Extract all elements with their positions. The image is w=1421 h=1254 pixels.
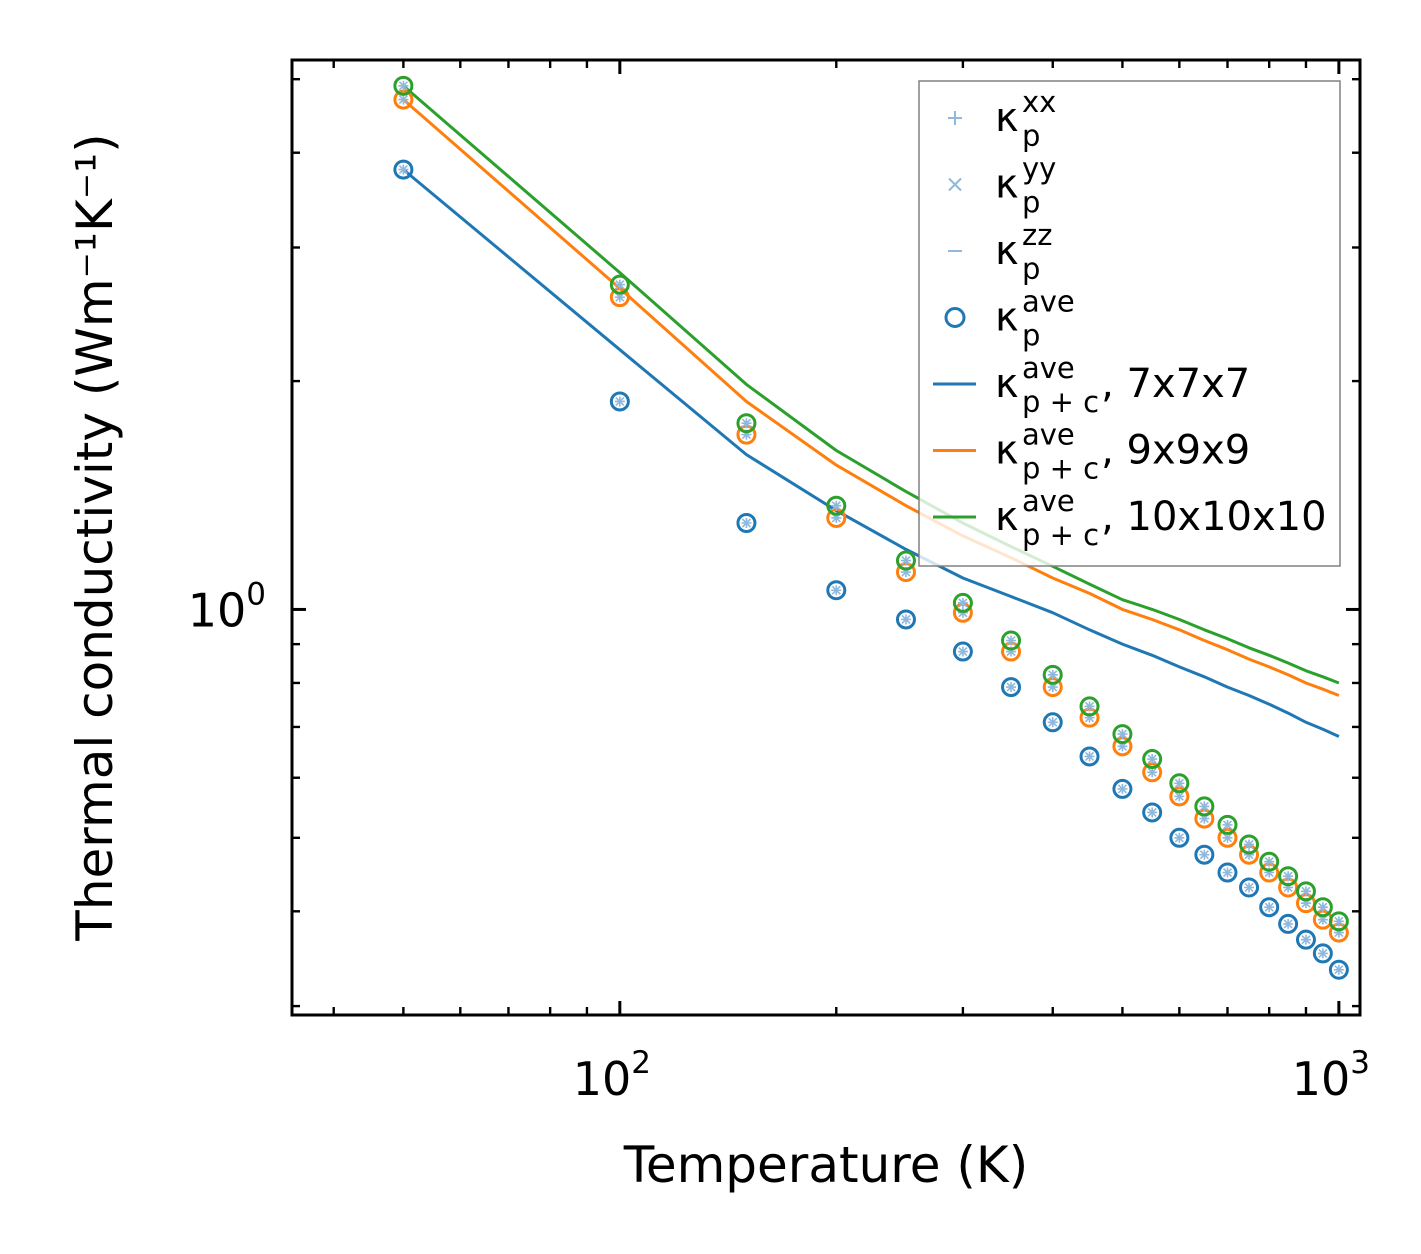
data-point-s3 — [895, 550, 916, 571]
y-axis-label: Thermal conductivity (Wm⁻¹K⁻¹) — [66, 133, 124, 941]
legend-label-sup: ave — [1022, 484, 1075, 518]
data-point-s1 — [1079, 746, 1100, 767]
data-point-s3 — [1295, 881, 1316, 902]
data-point-s1 — [1328, 959, 1349, 980]
data-point-s1 — [1112, 778, 1133, 799]
series-line-1 — [402, 168, 1340, 738]
legend-label-sub: p — [1022, 119, 1040, 153]
data-point-s1 — [1169, 827, 1190, 848]
legend-label: κ — [995, 494, 1019, 540]
legend-handle-plus — [948, 111, 962, 125]
series-lines — [402, 84, 1340, 738]
data-point-s3 — [826, 495, 847, 516]
data-point-s3 — [1001, 630, 1022, 651]
legend-label-sub: p — [1022, 186, 1040, 220]
x-tick-label: 103 — [1292, 1045, 1370, 1106]
data-point-s3 — [1042, 664, 1063, 685]
series-markers — [393, 75, 1349, 980]
legend-handle-cross — [948, 177, 962, 192]
legend-entry-kyy: κ yyp — [948, 152, 1056, 220]
data-point-s1 — [1278, 913, 1299, 934]
legend-label-sub: p + c — [1022, 518, 1099, 552]
x-axis-label: Temperature (K) — [623, 1136, 1028, 1194]
data-point-s1 — [1295, 929, 1316, 950]
data-point-s3 — [609, 274, 630, 295]
series-line-2 — [402, 98, 1340, 697]
legend-label-suffix: , 9x9x9 — [1101, 428, 1250, 474]
legend-label-sup: ave — [1022, 418, 1075, 452]
data-point-s1 — [895, 609, 916, 630]
data-point-s3 — [1169, 773, 1190, 794]
axis-ticks — [292, 60, 1360, 1015]
data-point-s2 — [393, 89, 414, 110]
legend-label-sup: ave — [1022, 285, 1075, 319]
data-point-s1 — [1312, 943, 1333, 964]
y-tick-label: 100 — [188, 576, 266, 637]
legend-label-sup: xx — [1022, 85, 1056, 119]
legend-label: κ — [995, 361, 1019, 407]
data-point-s1 — [736, 513, 757, 534]
data-point-s1 — [1239, 877, 1260, 898]
data-point-s3 — [1259, 851, 1280, 872]
data-point-s3 — [393, 75, 414, 96]
data-point-s1 — [1142, 802, 1163, 823]
data-point-s3 — [952, 592, 973, 613]
legend-label: κ — [995, 162, 1019, 208]
legend-label-sub: p + c — [1022, 385, 1099, 419]
data-point-s1 — [952, 641, 973, 662]
data-point-s3 — [1328, 911, 1349, 932]
legend-label-sub: p + c — [1022, 452, 1099, 486]
legend-label-sup: zz — [1022, 218, 1052, 252]
data-point-s1 — [1217, 862, 1238, 883]
data-point-s1 — [1259, 897, 1280, 918]
legend-label-sup: ave — [1022, 351, 1075, 385]
legend-box — [918, 80, 1341, 567]
data-point-s3 — [1112, 724, 1133, 745]
legend-label-sub: p — [1022, 252, 1040, 286]
data-point-s3 — [1194, 796, 1215, 817]
data-point-s3 — [1239, 834, 1260, 855]
data-point-s1 — [609, 391, 630, 412]
plot-frame — [290, 58, 1362, 1017]
legend-label: κ — [995, 228, 1019, 274]
data-point-s1 — [1042, 712, 1063, 733]
data-point-s1 — [826, 580, 847, 601]
legend-label-sub: p — [1022, 319, 1040, 353]
legend-label-sup: yy — [1022, 152, 1056, 186]
legend-label: κ — [995, 428, 1019, 474]
data-point-s3 — [1079, 696, 1100, 717]
data-point-s1 — [393, 159, 414, 180]
legend-entry-kxx: κ xxp — [948, 85, 1056, 153]
data-point-s1 — [1001, 677, 1022, 698]
data-point-s3 — [1217, 814, 1238, 835]
series-line-3 — [402, 84, 1340, 685]
tick-labels: 102 103 100 — [188, 576, 1370, 1106]
data-point-s1 — [1194, 844, 1215, 865]
legend-handle-circle — [944, 307, 966, 328]
data-point-s3 — [1312, 897, 1333, 918]
legend-label: κ — [995, 295, 1019, 341]
data-point-s3 — [1278, 866, 1299, 887]
data-point-s3 — [1142, 749, 1163, 770]
legend-label-suffix: , 7x7x7 — [1101, 361, 1250, 407]
legend-label-suffix: , 10x10x10 — [1101, 494, 1326, 540]
legend-entry-kzz: κ zzp — [948, 218, 1052, 286]
legend-label: κ — [995, 95, 1019, 141]
x-tick-label: 102 — [573, 1045, 651, 1106]
data-point-s3 — [736, 413, 757, 434]
